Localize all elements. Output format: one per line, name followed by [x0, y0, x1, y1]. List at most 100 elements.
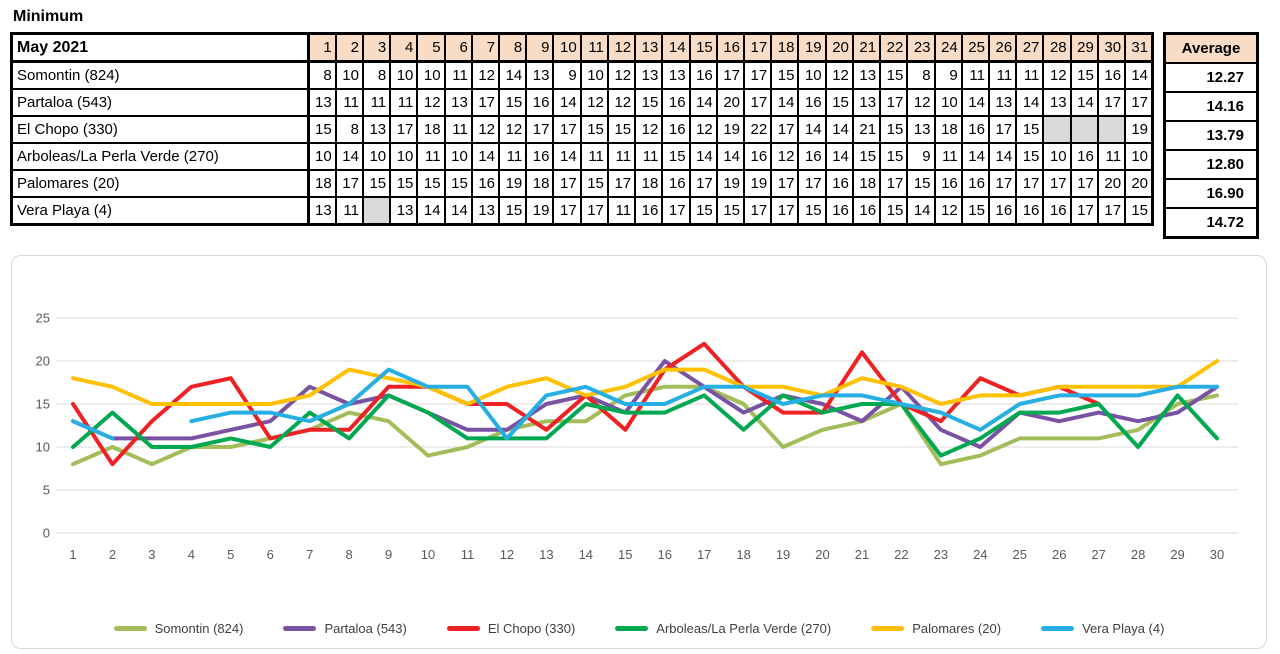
- value-cell[interactable]: 12: [606, 88, 637, 117]
- day-header-cell[interactable]: 14: [661, 32, 691, 63]
- value-cell[interactable]: 10: [933, 88, 963, 117]
- value-cell[interactable]: 17: [715, 60, 746, 90]
- value-cell[interactable]: 16: [797, 142, 827, 171]
- day-header-cell[interactable]: 9: [525, 32, 555, 63]
- value-cell[interactable]: 9: [906, 142, 936, 171]
- day-header-cell[interactable]: 28: [1042, 32, 1072, 63]
- value-cell[interactable]: 14: [987, 142, 1018, 171]
- value-cell[interactable]: 16: [525, 88, 555, 117]
- value-cell[interactable]: 15: [634, 88, 664, 117]
- value-cell[interactable]: 15: [416, 169, 446, 198]
- value-cell[interactable]: 10: [389, 60, 419, 90]
- value-cell[interactable]: 16: [1069, 142, 1099, 171]
- value-cell[interactable]: 15: [879, 115, 909, 144]
- value-cell[interactable]: 11: [334, 196, 364, 226]
- value-cell[interactable]: 16: [1096, 60, 1127, 90]
- value-cell[interactable]: 15: [389, 169, 419, 198]
- value-cell[interactable]: 15: [851, 142, 882, 171]
- value-cell[interactable]: 15: [879, 60, 909, 90]
- value-cell[interactable]: 17: [770, 196, 800, 226]
- value-cell[interactable]: 14: [552, 142, 582, 171]
- day-header-cell[interactable]: 6: [443, 32, 473, 63]
- value-cell[interactable]: 16: [933, 169, 963, 198]
- value-cell[interactable]: 15: [770, 60, 800, 90]
- day-header-cell[interactable]: 11: [579, 32, 609, 63]
- value-cell[interactable]: 8: [361, 60, 392, 90]
- value-cell[interactable]: 12: [634, 115, 664, 144]
- value-cell[interactable]: 15: [1124, 196, 1154, 226]
- value-cell[interactable]: 12: [470, 60, 501, 90]
- value-cell[interactable]: 18: [525, 169, 555, 198]
- day-header-cell[interactable]: 17: [742, 32, 773, 63]
- value-cell[interactable]: 13: [470, 196, 501, 226]
- minimum-table[interactable]: May 2021 1 2 3 4 5 6 7 8 9 10 11 12 13 14 15 16 17 18 19 20 2…: [10, 32, 1154, 226]
- value-cell[interactable]: 16: [688, 60, 718, 90]
- value-cell[interactable]: 13: [634, 60, 664, 90]
- value-cell[interactable]: 17: [1015, 169, 1045, 198]
- value-cell[interactable]: 19: [525, 196, 555, 226]
- average-value-cell[interactable]: 12.27: [1163, 62, 1259, 93]
- value-cell[interactable]: 8: [906, 60, 936, 90]
- value-cell[interactable]: 14: [960, 142, 990, 171]
- day-header-cell[interactable]: 26: [987, 32, 1018, 63]
- value-cell[interactable]: 16: [634, 196, 664, 226]
- value-cell[interactable]: 11: [498, 142, 528, 171]
- value-cell[interactable]: 16: [987, 196, 1018, 226]
- value-cell[interactable]: 16: [960, 115, 990, 144]
- row-label-cell[interactable]: Arboleas/La Perla Verde (270): [10, 142, 310, 171]
- value-cell[interactable]: 15: [1015, 115, 1045, 144]
- value-cell[interactable]: 15: [797, 196, 827, 226]
- value-cell[interactable]: 12: [498, 115, 528, 144]
- value-cell[interactable]: 17: [1069, 169, 1099, 198]
- value-cell[interactable]: 18: [851, 169, 882, 198]
- value-cell[interactable]: 11: [606, 142, 637, 171]
- value-cell[interactable]: 12: [579, 88, 609, 117]
- value-cell[interactable]: 14: [416, 196, 446, 226]
- day-header-cell[interactable]: 13: [634, 32, 664, 63]
- day-header-cell[interactable]: 24: [933, 32, 963, 63]
- value-cell[interactable]: 11: [579, 142, 609, 171]
- value-cell[interactable]: 12: [688, 115, 718, 144]
- average-value-cell[interactable]: 14.16: [1163, 91, 1259, 122]
- value-cell[interactable]: 11: [1096, 142, 1127, 171]
- value-cell[interactable]: 18: [416, 115, 446, 144]
- value-cell[interactable]: 15: [1069, 60, 1099, 90]
- value-cell[interactable]: 21: [851, 115, 882, 144]
- day-header-cell[interactable]: 21: [851, 32, 882, 63]
- value-cell[interactable]: 17: [742, 60, 773, 90]
- day-header-cell[interactable]: 31: [1124, 32, 1154, 63]
- value-cell[interactable]: 14: [906, 196, 936, 226]
- value-cell[interactable]: 11: [361, 88, 392, 117]
- value-cell[interactable]: 16: [470, 169, 501, 198]
- value-cell[interactable]: 11: [443, 60, 473, 90]
- value-cell[interactable]: 15: [960, 196, 990, 226]
- value-cell[interactable]: 13: [906, 115, 936, 144]
- value-cell[interactable]: 17: [606, 169, 637, 198]
- value-cell[interactable]: 11: [634, 142, 664, 171]
- value-cell[interactable]: 13: [661, 60, 691, 90]
- value-cell[interactable]: 17: [470, 88, 501, 117]
- value-cell[interactable]: 13: [851, 88, 882, 117]
- value-cell[interactable]: 10: [797, 60, 827, 90]
- value-cell[interactable]: 17: [987, 169, 1018, 198]
- value-cell[interactable]: 12: [606, 60, 637, 90]
- value-cell[interactable]: 20: [1096, 169, 1127, 198]
- value-cell[interactable]: 11: [334, 88, 364, 117]
- value-cell[interactable]: 10: [389, 142, 419, 171]
- value-cell[interactable]: 9: [552, 60, 582, 90]
- value-cell[interactable]: 16: [661, 115, 691, 144]
- value-cell[interactable]: 8: [334, 115, 364, 144]
- value-cell[interactable]: 19: [715, 115, 746, 144]
- day-header-cell[interactable]: 5: [416, 32, 446, 63]
- value-cell[interactable]: 15: [579, 169, 609, 198]
- average-value-cell[interactable]: 14.72: [1163, 207, 1259, 239]
- value-cell[interactable]: 14: [824, 142, 854, 171]
- day-header-cell[interactable]: 7: [470, 32, 501, 63]
- missing-value-cell[interactable]: [1042, 115, 1072, 144]
- value-cell[interactable]: 17: [1096, 196, 1127, 226]
- average-value-cell[interactable]: 16.90: [1163, 178, 1259, 209]
- value-cell[interactable]: 12: [824, 60, 854, 90]
- month-header-cell[interactable]: May 2021: [10, 32, 310, 63]
- value-cell[interactable]: 15: [498, 88, 528, 117]
- day-header-cell[interactable]: 8: [498, 32, 528, 63]
